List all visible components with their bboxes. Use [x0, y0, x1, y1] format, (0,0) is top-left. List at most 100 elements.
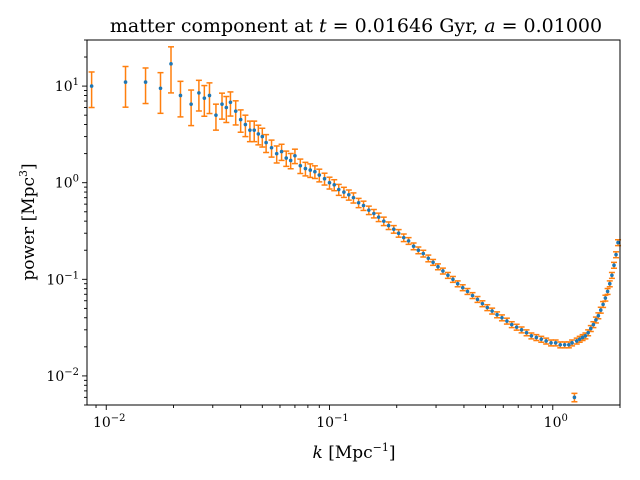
data-point — [220, 102, 224, 106]
data-point — [274, 151, 279, 156]
data-point — [505, 319, 509, 323]
data-point — [446, 273, 450, 278]
data-point — [332, 183, 337, 187]
data-point — [288, 158, 293, 163]
data-point — [475, 297, 480, 302]
data-point — [570, 341, 574, 345]
x-axis-label: k [Mpc−1] — [312, 441, 395, 463]
y-tick-label: 10−2 — [46, 367, 79, 385]
data-point — [284, 156, 289, 160]
data-point — [143, 80, 148, 84]
data-point — [238, 117, 243, 122]
data-point — [189, 102, 193, 106]
data-point — [346, 192, 351, 197]
data-point — [356, 200, 361, 205]
data-point — [381, 219, 386, 223]
data-point — [214, 113, 218, 117]
data-point — [549, 341, 553, 345]
data-point — [553, 341, 558, 345]
x-tick-label: 10−1 — [316, 413, 349, 431]
data-point — [529, 334, 534, 338]
data-point — [293, 153, 297, 158]
data-point — [610, 273, 614, 278]
data-point — [572, 395, 577, 400]
y-tick-label: 10−1 — [46, 270, 79, 288]
y-axis-label: power [Mpc3] — [17, 163, 39, 280]
data-point — [256, 132, 261, 136]
data-point — [465, 289, 470, 294]
data-point — [500, 315, 504, 320]
data-point — [612, 263, 616, 267]
data-point — [123, 80, 128, 84]
axes-frame — [86, 39, 621, 406]
data-point — [322, 176, 327, 181]
data-point — [317, 173, 322, 177]
data-point — [372, 211, 376, 216]
data-point — [441, 269, 445, 273]
data-point — [313, 169, 317, 174]
data-point — [279, 149, 284, 154]
data-point — [224, 105, 229, 110]
data-point — [401, 235, 406, 240]
data-point — [567, 342, 571, 347]
data-point — [460, 285, 465, 290]
data-point — [605, 289, 610, 294]
data-point — [391, 227, 396, 232]
data-point — [580, 335, 585, 340]
data-point — [514, 325, 519, 329]
data-point — [534, 335, 539, 340]
data-point — [298, 163, 303, 168]
data-point — [406, 239, 411, 243]
data-point — [351, 195, 356, 200]
data-point — [470, 293, 475, 298]
data-point — [544, 339, 548, 343]
data-point — [202, 96, 207, 100]
data-point — [421, 251, 426, 256]
x-tick-label: 100 — [544, 413, 568, 431]
data-point — [158, 86, 163, 91]
y-tick-label: 100 — [55, 174, 79, 192]
data-point — [336, 187, 341, 192]
data-point — [197, 91, 201, 95]
data-point — [431, 260, 435, 265]
plot-area: 10−2 10−1 100 10−2 10−1 100 101 — [46, 39, 622, 431]
data-point — [480, 301, 485, 306]
data-point — [574, 339, 579, 343]
data-point — [583, 334, 588, 338]
data-point — [416, 248, 421, 253]
data-point — [303, 166, 308, 171]
data-point — [396, 231, 401, 236]
data-point — [264, 140, 268, 145]
data-point — [509, 322, 514, 327]
data-point — [598, 308, 603, 312]
data-point — [248, 128, 252, 132]
data-point — [616, 240, 620, 245]
data-point — [269, 145, 274, 150]
data-point — [485, 305, 490, 310]
data-point — [562, 342, 567, 347]
data-point — [589, 326, 593, 331]
data-point — [243, 122, 248, 127]
y-tick-label: 101 — [55, 77, 79, 95]
data-point — [539, 337, 544, 341]
data-point — [308, 168, 313, 172]
data-point — [601, 302, 605, 307]
data-point — [252, 128, 257, 132]
data-point — [260, 134, 265, 139]
chart-title: matter component at t = 0.01646 Gyr, a =… — [110, 15, 602, 37]
data-point — [451, 277, 455, 282]
data-point — [178, 93, 183, 98]
data-point — [233, 109, 238, 113]
data-point — [607, 281, 612, 286]
data-point — [411, 244, 416, 249]
data-point — [614, 252, 618, 257]
data-point — [603, 296, 608, 300]
data-point — [490, 309, 494, 313]
data-point — [519, 328, 524, 332]
data-point — [327, 180, 332, 185]
data-point — [495, 312, 499, 317]
data-point — [89, 84, 94, 88]
data-point — [207, 93, 212, 98]
